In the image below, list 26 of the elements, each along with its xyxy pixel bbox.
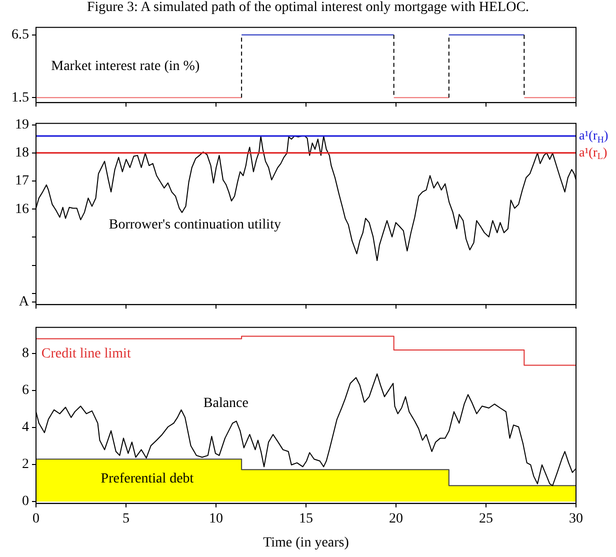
y-tick-label: 8 [22, 346, 29, 362]
y-tick-label: 19 [15, 117, 29, 132]
chart-title: Figure 3: A simulated path of the optimal interest only mortgage with HELOC. [86, 0, 530, 16]
y-tick-label: 1.5 [12, 90, 29, 106]
y-tick-label: A [18, 294, 30, 310]
x-tick-label: 5 [122, 511, 130, 526]
series-label: Credit line limit [41, 346, 131, 362]
y-tick-label: 18 [15, 146, 29, 161]
x-tick-label: 15 [299, 511, 313, 526]
x-axis-title: Time (in years) [263, 535, 350, 550]
series-label: Borrower's continuation utility [108, 218, 281, 233]
y-tick-label: 6.5 [12, 28, 29, 43]
x-tick-label: 25 [479, 511, 493, 526]
y-tick-label: 16 [15, 202, 29, 217]
series-label: Balance [203, 396, 248, 411]
x-tick-label: 10 [209, 511, 223, 526]
y-tick-label: 0 [22, 494, 29, 510]
y-tick-label: 4 [22, 420, 29, 436]
x-tick-label: 20 [389, 511, 403, 526]
y-tick-label: 17 [15, 174, 29, 189]
x-tick-label: 0 [32, 511, 40, 526]
y-tick-label: 2 [22, 457, 29, 472]
x-tick-label: 30 [569, 511, 583, 526]
y-tick-label: 6 [22, 383, 29, 398]
series-label: Preferential debt [100, 471, 194, 486]
annotation: Market interest rate (in %) [51, 59, 200, 74]
